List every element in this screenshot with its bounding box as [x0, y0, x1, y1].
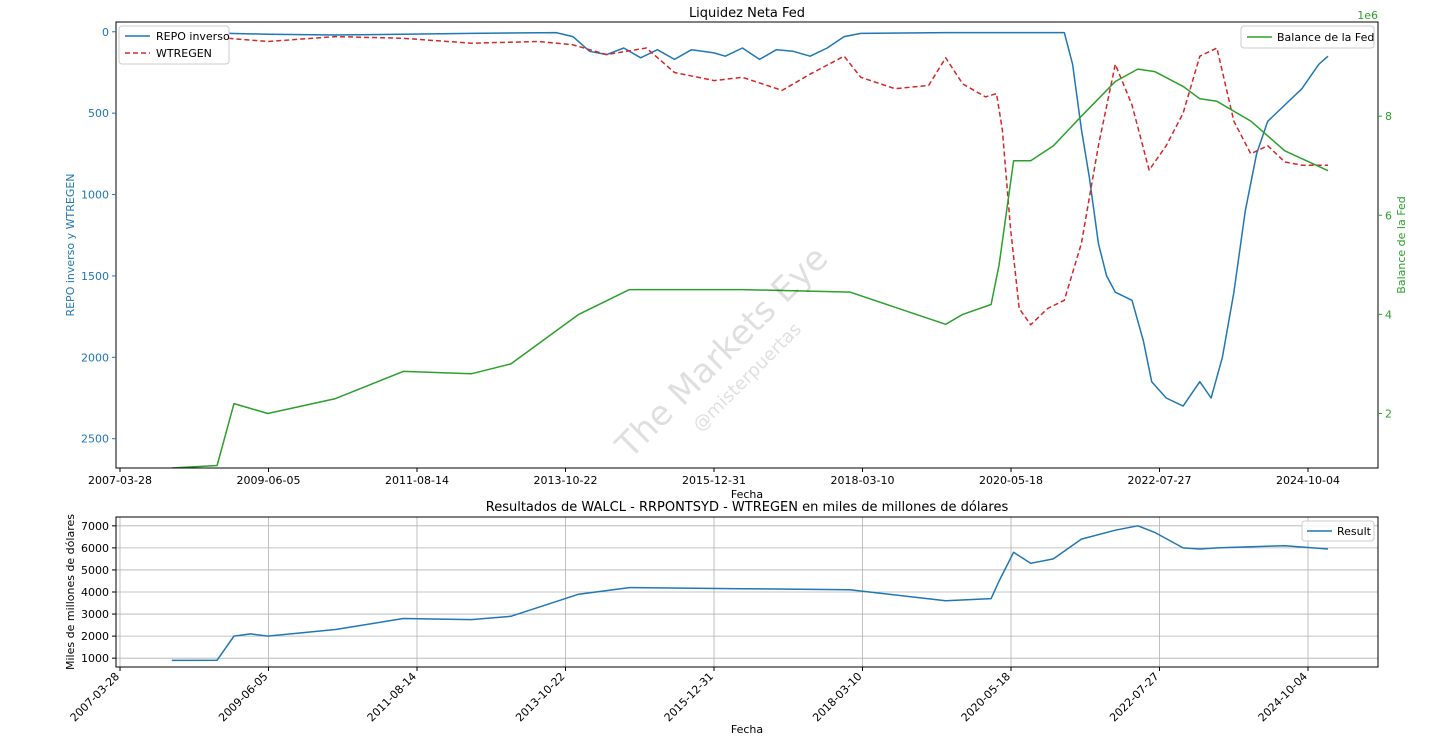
bottom-x-tick-label: 2015-12-31	[662, 670, 716, 724]
top-y-right-tick-label: 8	[1385, 110, 1392, 123]
top-y-left-tick-label: 1000	[81, 189, 109, 202]
bottom-x-tick-label: 2022-07-27	[1107, 670, 1161, 724]
legend-wtregen-label: WTREGEN	[156, 47, 212, 60]
top-legend-left: REPO inverso WTREGEN	[119, 26, 230, 64]
top-x-tick-label: 2011-08-14	[385, 474, 449, 487]
top-y-right-tick-label: 2	[1385, 407, 1392, 420]
top-y-axis-right: 2 4 6 8	[1378, 110, 1392, 420]
bottom-y-tick-label: 6000	[81, 542, 109, 555]
bottom-y-tick-label: 2000	[81, 630, 109, 643]
bottom-x-tick-label: 2007-03-28	[68, 670, 122, 724]
bottom-x-tick-label: 2009-06-05	[216, 670, 270, 724]
legend-balance-label: Balance de la Fed	[1277, 31, 1374, 44]
bottom-x-tick-label: 2024-10-04	[1256, 670, 1310, 724]
bottom-x-axis: 2007-03-28 2009-06-05 2011-08-14 2013-10-22…	[68, 667, 1310, 724]
series-line-balance-de-la-fed	[172, 69, 1328, 468]
top-legend-right: Balance de la Fed	[1241, 26, 1374, 48]
top-x-tick-label: 2009-06-05	[237, 474, 301, 487]
top-x-tick-label: 2024-10-04	[1276, 474, 1340, 487]
series-line-result	[172, 526, 1328, 661]
top-y-right-tick-label: 4	[1385, 308, 1392, 321]
top-y-left-tick-label: 2000	[81, 351, 109, 364]
bottom-x-tick-label: 2020-05-18	[959, 670, 1013, 724]
top-x-tick-label: 2018-03-10	[831, 474, 895, 487]
bottom-grid	[116, 517, 1378, 667]
bottom-y-tick-label: 7000	[81, 520, 109, 533]
bottom-y-tick-label: 1000	[81, 652, 109, 665]
top-y-axis-left: 0 500 1000 1500 2000 2500	[81, 26, 116, 446]
bottom-y-label: Miles de millones de dólares	[64, 514, 77, 670]
top-x-tick-label: 2015-12-31	[682, 474, 746, 487]
bottom-x-label: Fecha	[731, 723, 763, 733]
watermark-title: The Markets Eye	[608, 238, 836, 466]
top-y-left-tick-label: 0	[102, 26, 109, 39]
top-y-left-tick-label: 500	[88, 107, 109, 120]
top-y-left-label: REPO inverso y WTREGEN	[64, 173, 77, 316]
bottom-chart-title: Resultados de WALCL - RRPONTSYD - WTREGE…	[486, 500, 1009, 515]
top-y-left-tick-label: 2500	[81, 433, 109, 446]
watermark: The Markets Eye @misterpuertas	[608, 238, 855, 485]
top-x-tick-label: 2013-10-22	[534, 474, 598, 487]
top-x-tick-label: 2022-07-27	[1128, 474, 1192, 487]
bottom-y-tick-label: 3000	[81, 608, 109, 621]
top-series-group	[172, 33, 1328, 468]
bottom-x-tick-label: 2011-08-14	[365, 670, 419, 724]
bottom-x-tick-label: 2018-03-10	[810, 670, 864, 724]
bottom-y-tick-label: 5000	[81, 564, 109, 577]
top-y-left-tick-label: 1500	[81, 270, 109, 283]
top-x-tick-label: 2020-05-18	[979, 474, 1043, 487]
top-x-axis: 2007-03-28 2009-06-05 2011-08-14 2013-10-22…	[88, 468, 1340, 487]
top-x-tick-label: 2007-03-28	[88, 474, 152, 487]
top-y-right-label: Balance de la Fed	[1395, 196, 1408, 293]
legend-result-label: Result	[1337, 525, 1372, 538]
bottom-y-tick-label: 4000	[81, 586, 109, 599]
top-y-right-offset: 1e6	[1357, 9, 1378, 22]
top-y-right-tick-label: 6	[1385, 209, 1392, 222]
legend-repo-label: REPO inverso	[156, 30, 230, 43]
top-plot-frame	[116, 22, 1378, 468]
bottom-legend: Result	[1302, 521, 1374, 541]
bottom-y-axis: 1000 2000 3000 4000 5000 6000 7000	[81, 520, 116, 665]
top-chart-title: Liquidez Neta Fed	[689, 6, 805, 21]
bottom-x-tick-label: 2013-10-22	[513, 670, 567, 724]
bottom-series-group	[172, 526, 1328, 661]
bottom-chart: Resultados de WALCL - RRPONTSYD - WTREGE…	[64, 500, 1378, 733]
